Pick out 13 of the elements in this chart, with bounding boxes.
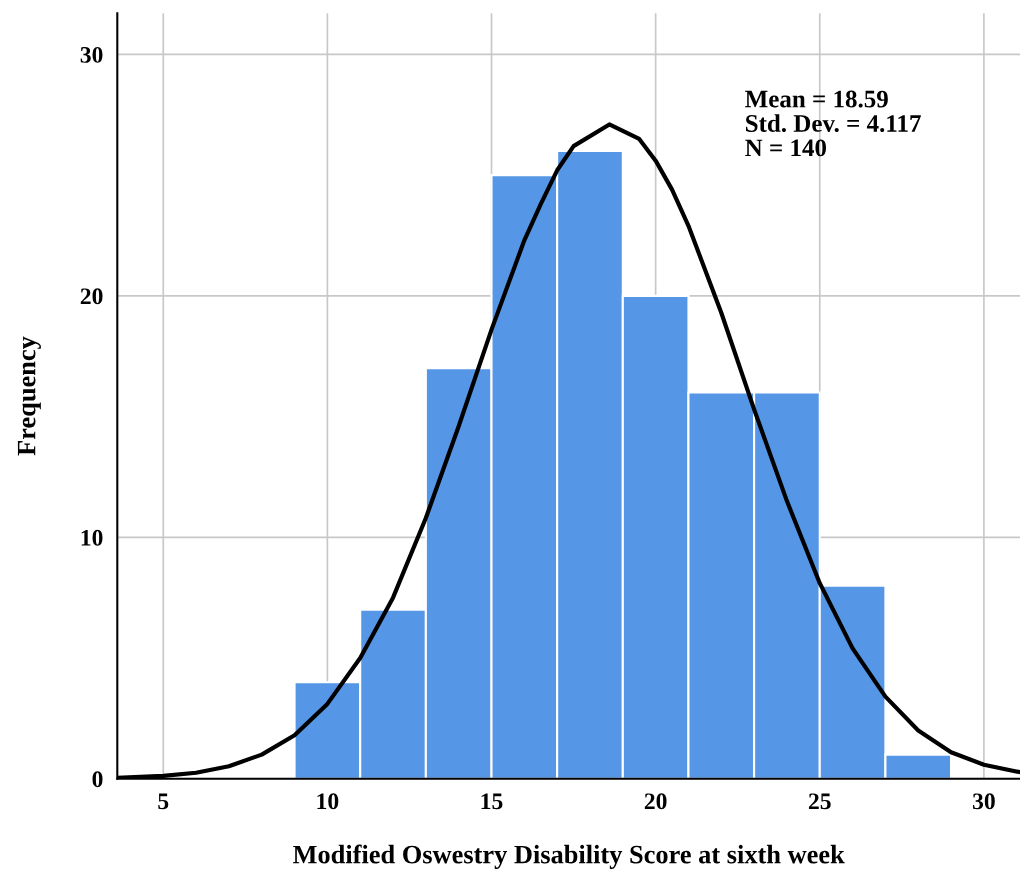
annotation: Mean = 18.59 Std. Dev. = 4.117 N = 140 (745, 90, 921, 157)
x-tick-label: 5 (158, 793, 169, 810)
y-tick-label: 0 (92, 771, 103, 788)
y-axis-title: Frequency (17, 336, 41, 456)
x-tick-label: 30 (972, 793, 995, 810)
x-tick-label: 10 (317, 793, 339, 810)
y-tick-label: 10 (81, 529, 103, 546)
y-tick-label: 20 (80, 288, 103, 305)
x-tick-label: 25 (808, 793, 831, 810)
x-axis-title: Modified Oswestry Disability Score at sixth week (293, 844, 845, 869)
x-tick-label: 15 (481, 793, 503, 810)
y-tick-label: 30 (80, 46, 103, 63)
x-tick-label: 20 (644, 793, 667, 810)
